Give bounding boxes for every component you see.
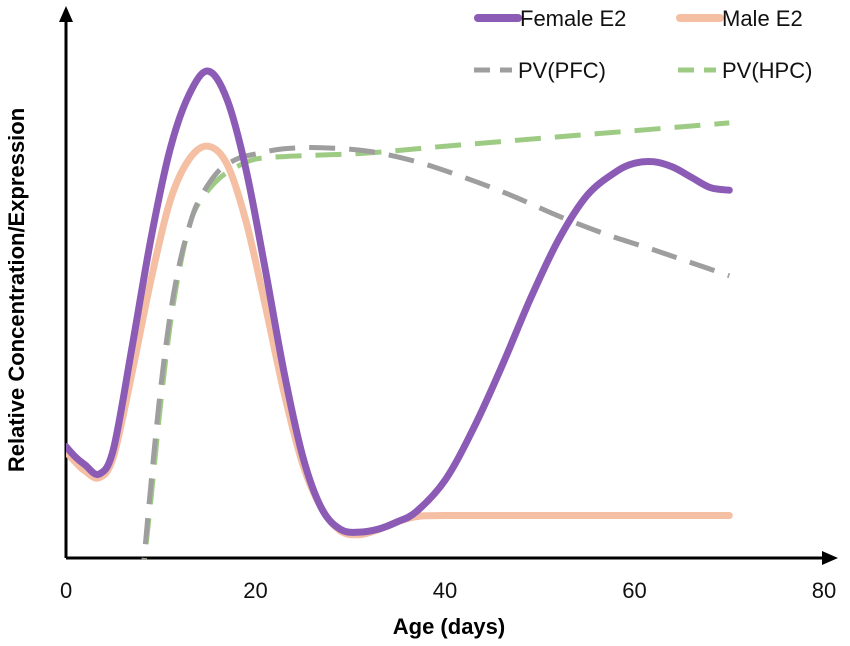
legend-label-pv-pfc: PV(PFC): [518, 58, 606, 83]
series-line-female-e2: [66, 67, 733, 536]
x-axis-arrow-icon: [822, 551, 838, 565]
x-tick-label: 20: [243, 578, 267, 603]
legend-label-female-e2: Female E2: [520, 6, 626, 31]
x-tick-label: 40: [433, 578, 457, 603]
x-tick-label: 60: [622, 578, 646, 603]
x-tick-label: 80: [812, 578, 836, 603]
legend-label-pv-hpc: PV(HPC): [722, 58, 812, 83]
series-line-pv-pfc: [141, 145, 731, 560]
x-axis-title: Age (days): [393, 614, 505, 639]
y-axis-arrow-icon: [59, 6, 73, 22]
legend-label-male-e2: Male E2: [722, 6, 803, 31]
legend: Female E2 Male E2 PV(PFC) PV(HPC): [474, 6, 812, 83]
x-tick-label: 0: [60, 578, 72, 603]
y-axis-title: Relative Concentration/Expression: [4, 108, 29, 472]
